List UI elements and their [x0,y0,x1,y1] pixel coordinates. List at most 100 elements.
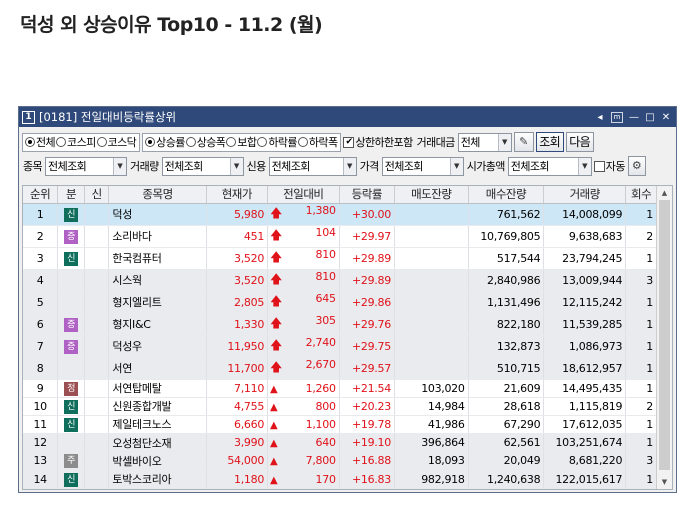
col-sell-qty[interactable]: 매도잔량 [394,186,469,204]
col-price[interactable]: 현재가 [206,186,269,204]
stock-name-cell: 서연 [108,357,207,380]
change-value: 2,740 [305,335,336,349]
close-icon[interactable]: ✕ [661,111,671,123]
auto-checkbox[interactable]: 자동 [593,158,625,174]
window-mini-icon[interactable]: m [611,111,623,123]
change-value: 645 [315,291,336,305]
window-titlebar: 1 [0181] 전일대비등락률상위 ◂ m — □ ✕ [19,107,676,127]
buy-qty-cell: 517,544 [468,247,545,270]
stock-name-cell: 박셀바이오 [108,451,207,471]
price-cell: 54,000 [206,451,269,471]
col-category[interactable]: 분 [57,186,85,204]
next-button[interactable]: 다음 [565,132,594,152]
price-cell: 4,755 [206,397,269,416]
gear-icon[interactable]: ⚙ [627,156,646,176]
table-row[interactable]: 15신 케이씨에스6,330▲840+15.3016,32812,8115,911… [23,488,657,489]
type-radio-fall-width[interactable]: 하락폭 [297,134,338,150]
vertical-scrollbar[interactable]: ▲ ▼ [656,186,672,489]
credit-cell [84,203,110,226]
buy-qty-cell: 10,769,805 [468,225,545,248]
table-row[interactable]: 4 시스웍 3,520 🡅 810 +29.89 2,840,986 13,009,944 3 [23,269,657,292]
table-row[interactable]: 10 신 신원종합개발 4,755 ▲ 800 +20.23 14,984 28,618 1,11… [23,397,657,416]
type-radio-rise-rate[interactable]: 상승률 [145,134,185,150]
count-cell: 1 [625,357,657,380]
count-cell: 1 [625,415,657,435]
col-count[interactable]: 회수 [625,186,657,204]
category-badge: 증 [64,317,79,332]
category-badge: 증 [64,339,79,354]
category-cell: 신 [57,415,85,435]
table-row[interactable]: 12 오성첨단소재 3,990 ▲ 640 +19.10 396,864 62,561 103,… [23,433,657,453]
col-buy-qty[interactable]: 매수잔량 [468,186,545,204]
limit-up-arrow-icon: 🡅 [270,227,283,242]
sell-qty-cell [394,313,469,336]
table-row[interactable]: 3 신 한국컴퓨터 3,520 🡅 810 +29.89 517,544 23,794,245 1 [23,247,657,270]
category-cell: 정 [57,379,85,398]
category-cell: 증 [57,313,85,336]
price-cell: 3,520 [206,269,269,292]
col-rate[interactable]: 등락률 [339,186,395,204]
category-badge: 신 [64,417,79,432]
credit-select[interactable]: 전체조회 ▼ [268,156,357,176]
type-radio-rise-width[interactable]: 상승폭 [185,134,226,150]
scroll-thumb[interactable] [659,200,670,470]
rate-cell: +30.00 [339,203,395,226]
market-radio-kosdaq[interactable]: 코스닥 [96,134,137,150]
rate-cell: +21.54 [339,379,395,398]
table-row[interactable]: 1 신 덕성 5,980 🡅 1,380 +30.00 761,562 14,008,099 1 [23,203,657,226]
table-row[interactable]: 14 신 토박스코리아 1,180 ▲ 170 +16.83 982,918 1,240,638… [23,469,657,489]
col-credit[interactable]: 신 [84,186,110,204]
col-name[interactable]: 종목명 [108,186,207,204]
query-button[interactable]: 조회 [535,132,564,152]
price-cell: 6,660 [206,415,269,435]
page-title: 덕성 외 상승이유 Top10 - 11.2 (월) [20,14,323,36]
category-cell: 신 [57,397,85,416]
category-cell: 증 [57,225,85,248]
table-row[interactable]: 9 정 서연탑메탈 7,110 ▲ 1,260 +21.54 103,020 21,609 14,… [23,379,657,398]
rate-cell: +29.57 [339,357,395,380]
buy-qty-cell: 28,618 [468,397,545,416]
item-select[interactable]: 전체조회 ▼ [45,156,128,176]
price-cell: 11,950 [206,335,269,358]
minimize-icon[interactable]: — [629,111,639,123]
market-radio-kospi[interactable]: 코스피 [56,134,96,150]
rank-cell: 7 [23,335,59,358]
mcap-select[interactable]: 전체조회 ▼ [507,156,592,176]
col-volume[interactable]: 거래량 [543,186,627,204]
table-row[interactable]: 8 서연 11,700 🡅 2,670 +29.57 510,715 18,612,957 1 [23,357,657,380]
include-limit-checkbox[interactable]: ✔ 상한하한포함 [343,134,413,150]
window-menu-icon[interactable]: ◂ [597,111,603,123]
credit-cell [84,469,110,489]
table-row[interactable]: 2 증 소리바다 451 🡅 104 +29.97 10,769,805 9,638,683 2 [23,225,657,248]
table-row[interactable]: 5 형지엘리트 2,805 🡅 645 +29.86 1,131,496 12,115,242… [23,291,657,314]
type-radio-fall-rate[interactable]: 하락률 [257,134,297,150]
maximize-icon[interactable]: □ [645,111,655,123]
change-value: 170 [315,472,336,486]
rank-cell: 8 [23,357,59,380]
stock-name-cell: 소리바다 [108,225,207,248]
col-change[interactable]: 전일대비 [267,186,340,204]
table-row[interactable]: 7 증 덕성우 11,950 🡅 2,740 +29.75 132,873 1,086,973 1 [23,335,657,358]
volume-cell: 1,115,819 [543,397,627,416]
change-cell: 🡅 305 [267,313,340,336]
amount-select[interactable]: 전체 ▼ [457,132,512,152]
table-row[interactable]: 6 증 형지I&C 1,330 🡅 305 +29.76 822,180 11,539,285 1 [23,313,657,336]
credit-label: 신용 [246,160,267,173]
buy-qty-cell: 1,131,496 [468,291,545,314]
volume-cell: 23,794,245 [543,247,627,270]
credit-cell [84,379,110,398]
price-select[interactable]: 전체조회 ▼ [381,156,464,176]
col-rank[interactable]: 순위 [23,186,59,204]
price-cell: 11,700 [206,357,269,380]
market-radio-group: 전체 코스피 코스닥 [22,132,141,152]
rate-cell: +29.89 [339,269,395,292]
table-row[interactable]: 13 주 박셀바이오 54,000 ▲ 7,800 +16.88 18,093 20,049 8,… [23,451,657,471]
table-row[interactable]: 11 신 제일테크노스 6,660 ▲ 1,100 +19.78 41,986 67,290 17… [23,415,657,435]
market-radio-all[interactable]: 전체 [25,134,56,150]
rank-cell: 10 [23,397,59,416]
price-cell: 7,110 [206,379,269,398]
volume-select[interactable]: 전체조회 ▼ [161,156,244,176]
category-cell: 주 [57,451,85,471]
type-radio-flat[interactable]: 보합 [226,134,257,150]
settings-wrench-icon[interactable]: ✎ [513,132,534,152]
